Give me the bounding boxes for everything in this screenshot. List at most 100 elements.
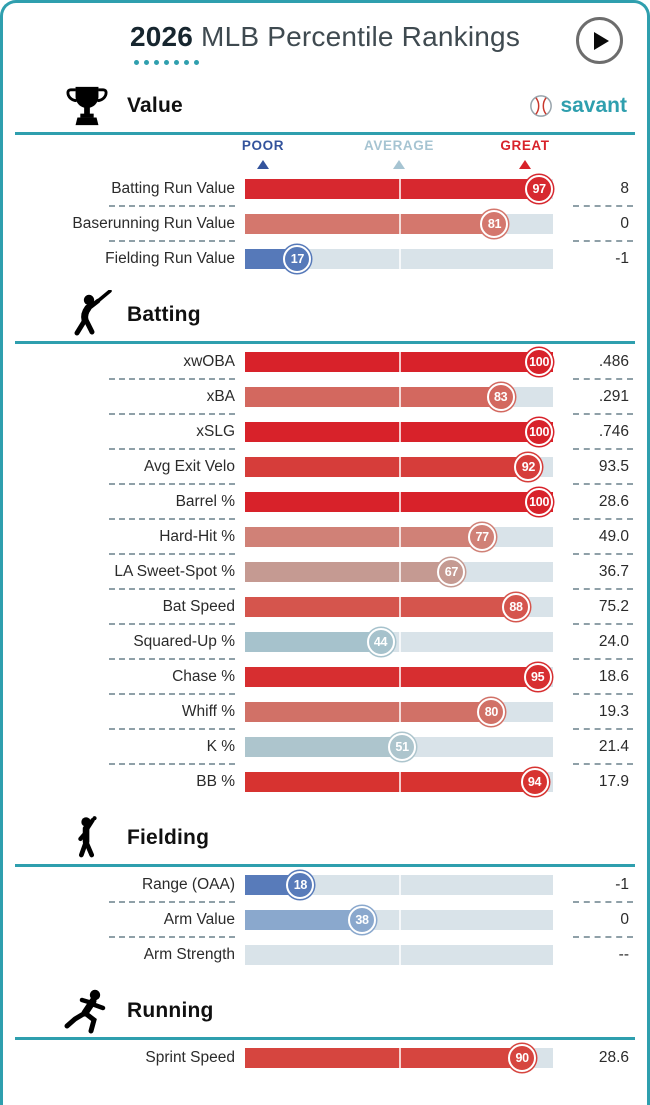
- percentile-bubble[interactable]: 97: [525, 174, 554, 203]
- percentile-bar[interactable]: 100: [245, 344, 554, 379]
- percentile-bar[interactable]: 38: [245, 902, 553, 937]
- percentile-bar-track: 97: [245, 174, 554, 203]
- percentile-bubble[interactable]: 100: [525, 487, 554, 516]
- stat-label: LA Sweet-Spot %: [15, 554, 245, 590]
- play-button[interactable]: [576, 17, 623, 64]
- scale-header: POOR AVERAGE GREAT: [242, 135, 553, 171]
- average-marker-icon: [393, 160, 405, 169]
- stat-value: .291: [553, 379, 635, 415]
- stat-label: Baserunning Run Value: [15, 206, 245, 242]
- percentile-bar-track: 18: [245, 870, 553, 899]
- stat-value: 28.6: [598, 1048, 629, 1066]
- percentile-bar[interactable]: 44: [245, 624, 553, 659]
- section-title: Fielding: [127, 825, 210, 849]
- percentile-bar[interactable]: 81: [245, 206, 553, 241]
- percentile-bar[interactable]: 80: [245, 694, 553, 729]
- percentile-bar-track: 90: [245, 1043, 553, 1072]
- percentile-bar-track: 44: [245, 627, 553, 656]
- percentile-bubble[interactable]: 90: [508, 1043, 537, 1072]
- batter-icon: [61, 289, 113, 340]
- stat-rows: Sprint Speed 90 28.6: [15, 1040, 635, 1075]
- stat-value: --: [618, 945, 629, 963]
- midpoint-line: [399, 666, 401, 687]
- percentile-bar[interactable]: 92: [245, 449, 553, 484]
- stat-rows: Range (OAA) 18 -1 Arm Value 38 0 Arm Str…: [15, 867, 635, 972]
- scale-label-great: GREAT: [500, 138, 550, 153]
- stat-row: Batting Run Value 97 8: [15, 171, 635, 207]
- percentile-bar-track: 51: [245, 732, 553, 761]
- great-marker-icon: [519, 160, 531, 169]
- percentile-bubble[interactable]: 67: [437, 557, 466, 586]
- savant-logo[interactable]: savant: [529, 94, 627, 118]
- stat-row: Avg Exit Velo 92 93.5: [15, 449, 635, 485]
- percentile-bar[interactable]: 51: [245, 729, 553, 764]
- section-header: Running: [15, 984, 635, 1040]
- stat-value: 19.3: [553, 694, 635, 730]
- stat-row: xwOBA 100 .486: [15, 344, 635, 380]
- percentile-bubble[interactable]: 83: [486, 382, 515, 411]
- midpoint-line: [399, 596, 401, 617]
- percentile-bubble[interactable]: 51: [388, 732, 417, 761]
- percentile-bar[interactable]: 100: [245, 484, 554, 519]
- percentile-bar[interactable]: 94: [245, 764, 553, 799]
- section: Batting xwOBA 100 .486 xBA 83 .291 xSLG: [15, 288, 635, 799]
- stat-label: BB %: [196, 772, 235, 790]
- percentile-bar-track: 92: [245, 452, 553, 481]
- percentile-bar[interactable]: 90: [245, 1040, 553, 1075]
- stat-label: Whiff %: [15, 694, 245, 730]
- stat-value: -1: [553, 867, 635, 903]
- stat-label: Batting Run Value: [15, 171, 245, 207]
- section-title: Batting: [127, 302, 201, 326]
- percentile-bar[interactable]: 100: [245, 414, 554, 449]
- percentile-bubble[interactable]: 95: [523, 662, 552, 691]
- percentile-fill: [245, 736, 403, 757]
- percentile-bar[interactable]: 17: [245, 241, 553, 276]
- midpoint-line: [399, 351, 401, 372]
- midpoint-line: [399, 909, 401, 930]
- percentile-bubble[interactable]: 94: [520, 767, 549, 796]
- percentile-bubble[interactable]: 18: [286, 870, 315, 899]
- percentile-fill: [245, 213, 495, 234]
- section-title: Running: [127, 998, 214, 1022]
- baseball-icon: [529, 94, 553, 118]
- page-header: 2026 MLB Percentile Rankings: [15, 11, 635, 77]
- stat-value: 8: [553, 171, 635, 207]
- percentile-fill: [245, 701, 492, 722]
- stat-row: Squared-Up % 44 24.0: [15, 624, 635, 660]
- percentile-bar[interactable]: 18: [245, 867, 553, 902]
- percentile-bar[interactable]: 95: [245, 659, 553, 694]
- percentile-bubble[interactable]: 44: [366, 627, 395, 656]
- percentile-bubble[interactable]: 100: [525, 347, 554, 376]
- trophy-icon: [61, 83, 113, 129]
- stat-label: Arm Value: [15, 902, 245, 938]
- percentile-fill: [245, 456, 529, 477]
- page-title: 2026 MLB Percentile Rankings: [130, 21, 520, 65]
- stat-value: .746: [553, 414, 635, 450]
- percentile-bubble[interactable]: 100: [525, 417, 554, 446]
- midpoint-line: [399, 491, 401, 512]
- stat-row: Arm Strength --: [15, 937, 635, 972]
- stat-label: K %: [15, 729, 245, 765]
- percentile-bubble[interactable]: 92: [514, 452, 543, 481]
- stat-label: Sprint Speed: [145, 1048, 235, 1066]
- percentile-bar[interactable]: 88: [245, 589, 553, 624]
- percentile-bubble[interactable]: 80: [477, 697, 506, 726]
- percentile-bubble[interactable]: 81: [480, 209, 509, 238]
- midpoint-line: [399, 386, 401, 407]
- stat-rows: Batting Run Value 97 8 Baserunning Run V…: [15, 171, 635, 276]
- stat-row: Barrel % 100 28.6: [15, 484, 635, 520]
- stat-label: xwOBA: [15, 344, 245, 380]
- percentile-bar[interactable]: 97: [245, 171, 554, 206]
- percentile-bar[interactable]: 83: [245, 379, 553, 414]
- percentile-fill: [245, 771, 535, 792]
- stat-label: xSLG: [15, 414, 245, 450]
- percentile-bubble[interactable]: 88: [502, 592, 531, 621]
- percentile-bubble[interactable]: 17: [283, 244, 312, 273]
- percentile-bar[interactable]: 67: [245, 554, 553, 589]
- stat-value: 0: [553, 902, 635, 938]
- percentile-bar[interactable]: [245, 937, 553, 972]
- percentile-bubble[interactable]: 77: [468, 522, 497, 551]
- percentile-bubble[interactable]: 38: [348, 905, 377, 934]
- percentile-bar[interactable]: 77: [245, 519, 553, 554]
